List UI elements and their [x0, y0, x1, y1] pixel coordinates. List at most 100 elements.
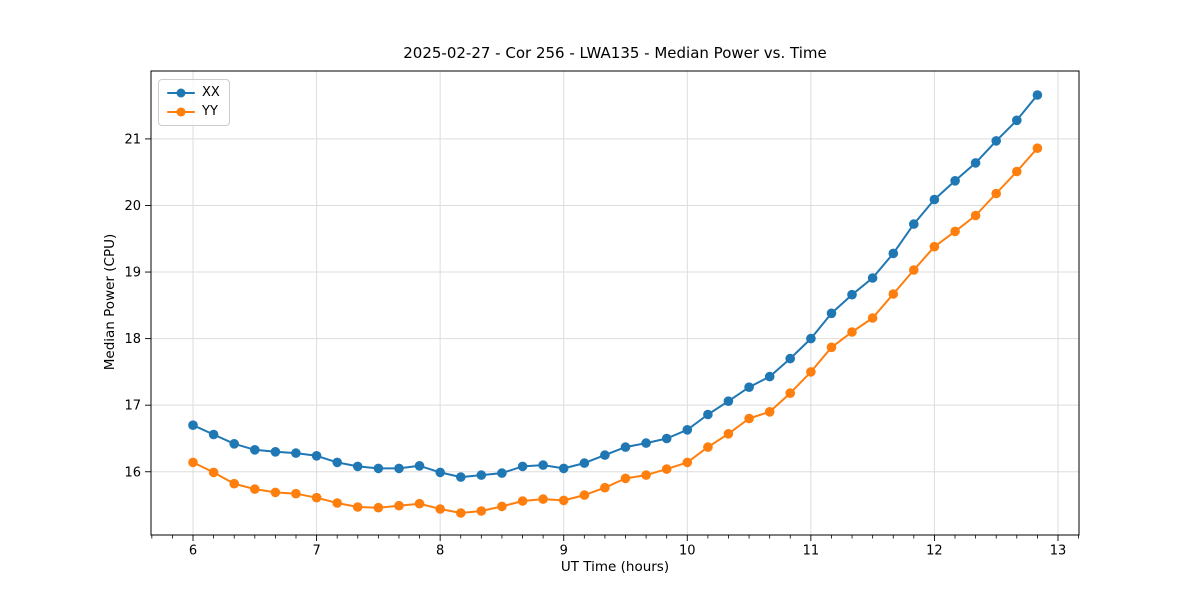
- data-point-yy: [538, 494, 548, 504]
- data-point-xx: [311, 451, 322, 461]
- series-xx-line: [192, 94, 1039, 479]
- data-point-yy: [1012, 166, 1022, 177]
- data-point-yy: [456, 508, 466, 518]
- data-point-yy: [744, 413, 754, 424]
- legend-label-xx: XX: [202, 85, 220, 100]
- data-point-xx: [270, 447, 281, 457]
- axes-frame: [150, 70, 1080, 536]
- y-tick-label: 21: [124, 132, 141, 147]
- y-axis-label: Median Power (CPU): [102, 233, 118, 371]
- legend-item-xx: XX: [167, 85, 220, 101]
- data-point-xx: [785, 353, 795, 364]
- data-point-xx: [970, 158, 981, 168]
- data-point-xx: [1012, 115, 1022, 126]
- data-point-yy: [950, 226, 960, 237]
- data-point-yy: [1032, 143, 1043, 153]
- data-point-xx: [620, 442, 631, 452]
- legend-line-marker-xx: [167, 88, 195, 98]
- x-tick-label: 7: [312, 544, 320, 559]
- data-point-yy: [558, 495, 569, 506]
- data-point-xx: [847, 289, 857, 300]
- y-tick-label: 20: [124, 199, 141, 214]
- data-point-yy: [352, 502, 363, 512]
- x-tick-label: 13: [1050, 544, 1067, 559]
- data-point-yy: [208, 467, 219, 478]
- data-point-xx: [950, 176, 960, 186]
- x-tick-label: 12: [926, 544, 943, 559]
- data-point-yy: [620, 473, 631, 484]
- data-point-yy: [888, 289, 899, 299]
- data-point-yy: [991, 188, 1001, 199]
- data-point-yy: [703, 442, 713, 452]
- data-point-xx: [497, 468, 507, 478]
- data-point-xx: [929, 194, 940, 205]
- data-point-yy: [250, 484, 260, 494]
- data-point-xx: [250, 445, 260, 455]
- series-yy: [188, 143, 1043, 518]
- data-point-xx: [1032, 90, 1043, 100]
- data-point-xx: [558, 463, 569, 474]
- data-point-xx: [352, 461, 363, 472]
- data-point-xx: [888, 248, 899, 259]
- data-point-yy: [517, 496, 528, 506]
- y-tick-label: 16: [124, 465, 141, 480]
- legend-label-yy: YY: [202, 104, 218, 119]
- x-tick-label: 11: [803, 544, 820, 559]
- data-point-xx: [826, 308, 837, 319]
- data-point-yy: [682, 457, 693, 468]
- series-xx: [188, 90, 1043, 482]
- data-point-yy: [373, 502, 384, 513]
- data-point-xx: [538, 460, 548, 470]
- legend-item-yy: YY: [167, 104, 220, 120]
- x-axis: 6 7 8 9 10 11 12 13: [151, 535, 1079, 559]
- x-tick-label: 6: [189, 544, 197, 559]
- data-point-xx: [456, 472, 466, 482]
- data-point-yy: [764, 407, 775, 417]
- data-point-xx: [332, 457, 343, 468]
- data-point-yy: [414, 498, 425, 509]
- data-point-yy: [970, 210, 981, 221]
- y-tick-label: 18: [124, 332, 141, 347]
- data-point-yy: [291, 488, 301, 499]
- data-point-xx: [373, 463, 384, 474]
- data-point-yy: [909, 265, 919, 275]
- data-point-yy: [188, 457, 198, 468]
- data-point-xx: [414, 461, 425, 471]
- data-point-yy: [600, 482, 610, 493]
- legend-line-marker-yy: [167, 107, 195, 117]
- data-point-yy: [229, 478, 239, 489]
- data-point-xx: [703, 409, 713, 420]
- grid-lines: [151, 71, 1079, 535]
- data-point-yy: [270, 487, 281, 498]
- data-point-xx: [723, 396, 734, 407]
- x-axis-label: UT Time (hours): [560, 559, 670, 575]
- y-axis: 16 17 18 19 20 21: [124, 132, 151, 480]
- data-point-yy: [497, 501, 507, 512]
- data-point-xx: [517, 461, 528, 472]
- data-point-yy: [723, 429, 734, 439]
- data-point-xx: [641, 438, 651, 448]
- data-point-xx: [208, 429, 219, 440]
- data-point-xx: [744, 382, 754, 393]
- data-point-yy: [579, 490, 590, 500]
- data-point-yy: [641, 470, 651, 480]
- data-point-yy: [332, 498, 343, 508]
- data-point-xx: [579, 458, 590, 468]
- x-tick-label: 10: [679, 544, 696, 559]
- data-point-xx: [229, 439, 239, 449]
- y-tick-label: 19: [124, 266, 141, 281]
- data-point-yy: [929, 241, 940, 252]
- data-point-xx: [600, 450, 610, 460]
- data-point-xx: [188, 420, 198, 431]
- legend[interactable]: XX YY: [158, 79, 230, 126]
- data-point-xx: [394, 463, 404, 474]
- data-point-xx: [476, 470, 487, 480]
- data-point-yy: [661, 464, 672, 474]
- data-point-xx: [806, 333, 816, 344]
- data-point-yy: [435, 504, 446, 514]
- data-point-xx: [764, 371, 775, 382]
- data-point-xx: [661, 433, 672, 444]
- data-point-yy: [847, 327, 857, 337]
